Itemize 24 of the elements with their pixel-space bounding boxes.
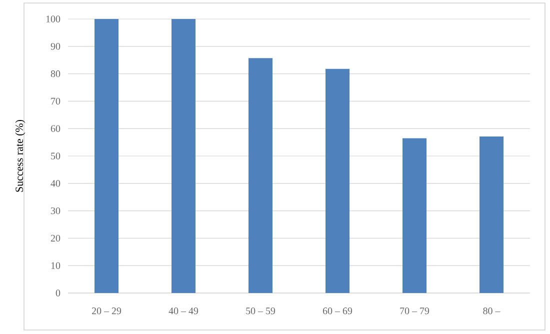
bar xyxy=(480,136,504,293)
y-axis-title: Success rate (%) xyxy=(15,120,26,192)
bar xyxy=(94,18,119,293)
y-tick-label: 90 xyxy=(50,43,60,50)
y-tick-label: 40 xyxy=(50,180,60,187)
bar xyxy=(326,68,350,293)
y-tick-label: 80 xyxy=(50,70,60,78)
y-tick-label: 100 xyxy=(46,16,60,22)
bar xyxy=(402,138,427,293)
x-tick-label: 60 – 69 xyxy=(322,308,352,314)
y-tick-label: 70 xyxy=(51,98,60,105)
y-tick-label: 20 xyxy=(50,234,60,242)
x-tick-label: 20 – 29 xyxy=(92,308,122,314)
y-tick-label: 60 xyxy=(50,125,60,132)
y-tick-label: 10 xyxy=(51,262,60,269)
y-tick-label: 30 xyxy=(51,207,60,214)
x-tick-label: 70 – 79 xyxy=(400,308,430,314)
x-tick-label: 80 – xyxy=(483,308,500,314)
y-tick-label: 50 xyxy=(51,152,60,160)
bar xyxy=(248,58,273,293)
x-tick-label: 40 – 49 xyxy=(168,308,198,314)
y-tick-label: 0 xyxy=(56,290,60,296)
bar xyxy=(172,18,196,293)
x-tick-label: 50 – 59 xyxy=(246,308,276,314)
